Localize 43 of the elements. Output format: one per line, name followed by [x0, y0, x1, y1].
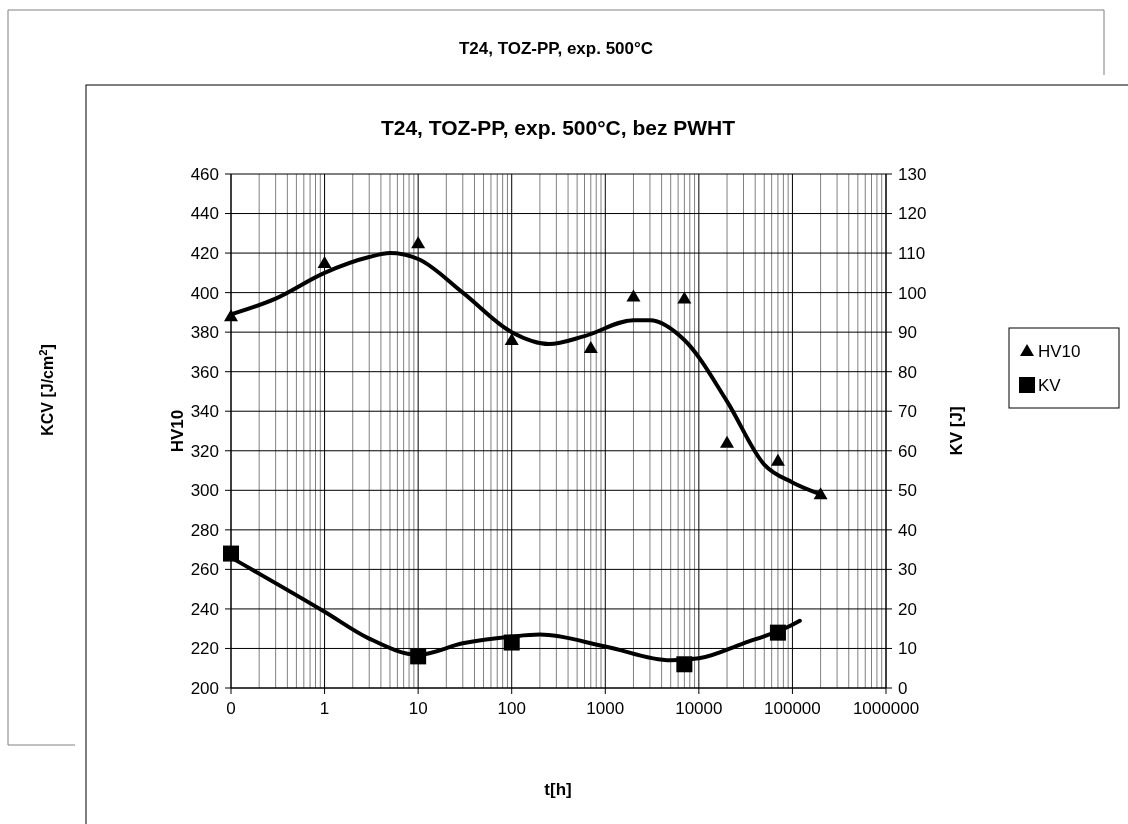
x-tick-label: 10000 [675, 699, 723, 718]
y-tick-label: 420 [190, 244, 219, 264]
x-tick-label: 1 [319, 699, 330, 718]
y2-tick-label: 130 [898, 164, 927, 184]
y-tick-label: 460 [190, 164, 219, 184]
y-tick-label: 280 [190, 520, 219, 540]
y2-tick-label: 70 [898, 402, 917, 422]
y-tick-label: 220 [190, 639, 219, 659]
y-tick-label: 260 [190, 560, 219, 580]
legend-label: HV10 [1038, 341, 1081, 361]
y2-tick-label: 0 [898, 678, 908, 698]
x-tick-label: 0 [226, 699, 236, 718]
x-tick-label: 100 [497, 699, 526, 718]
y2-tick-label: 120 [898, 204, 927, 224]
y2-tick-label: 20 [898, 599, 917, 619]
y-tick-label: 360 [190, 362, 219, 382]
y2-tick-label: 50 [898, 481, 917, 501]
y2-tick-label: 10 [898, 639, 917, 659]
y-axis-title: HV10 [168, 409, 187, 453]
y-tick-label: 340 [190, 402, 219, 422]
legend-label: KV [1038, 375, 1062, 395]
y2-tick-label: 110 [898, 244, 926, 264]
x-axis-title: t[h] [544, 780, 572, 799]
y-tick-label: 200 [190, 678, 219, 698]
y2-tick-label: 60 [898, 441, 917, 461]
y-tick-label: 440 [190, 204, 219, 224]
x-tick-label: 1000000 [852, 699, 920, 718]
y-tick-label: 400 [190, 283, 219, 303]
y2-tick-label: 30 [898, 560, 917, 580]
y2-tick-label: 90 [898, 323, 917, 343]
y-tick-label: 380 [190, 323, 219, 343]
y-tick-label: 300 [190, 481, 219, 501]
y2-tick-label: 80 [898, 362, 917, 382]
y2-tick-label: 100 [898, 283, 927, 303]
x-tick-label: 100000 [764, 699, 821, 718]
y-tick-label: 320 [190, 441, 219, 461]
x-tick-label: 10 [408, 699, 428, 718]
y2-axis-title: KV [J] [947, 406, 966, 456]
x-tick-label: 1000 [586, 699, 625, 718]
y-tick-label: 240 [190, 599, 219, 619]
chart-title: T24, TOZ-PP, exp. 500°C [458, 39, 654, 58]
chart-subtitle: T24, TOZ-PP, exp. 500°C, bez PWHT [380, 116, 736, 139]
y2-tick-label: 40 [898, 520, 917, 540]
